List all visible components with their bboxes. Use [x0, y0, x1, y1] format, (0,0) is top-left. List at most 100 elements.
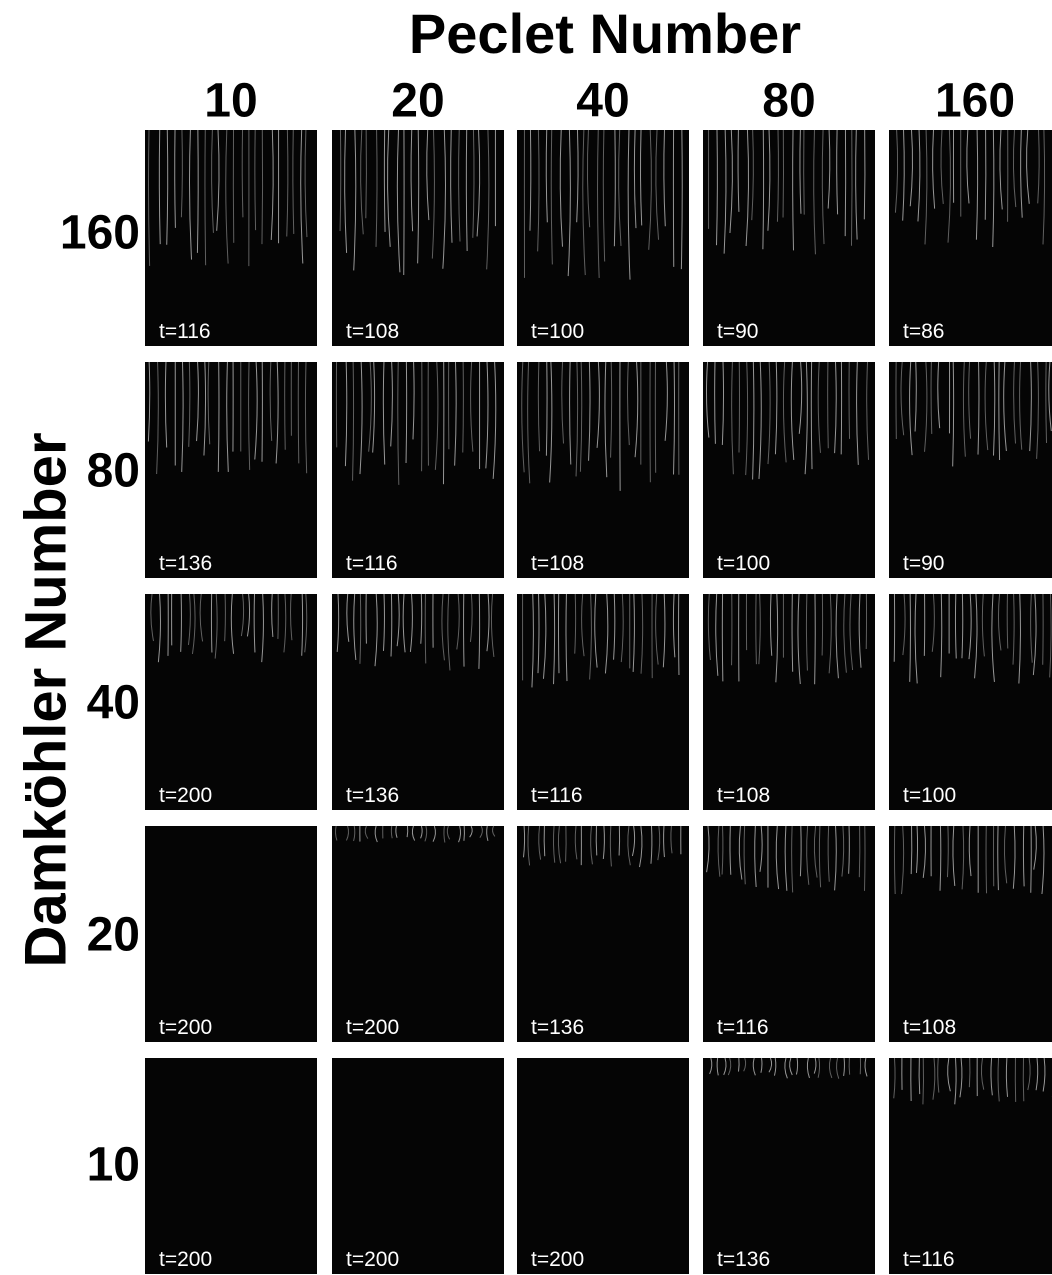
streak: [537, 361, 541, 452]
cell-label: t=136: [717, 1248, 770, 1271]
streak: [849, 593, 854, 671]
streak: [901, 825, 905, 895]
streak: [211, 129, 214, 233]
streak: [582, 129, 586, 276]
streak: [952, 825, 956, 887]
streak: [791, 593, 794, 672]
streak: [952, 361, 955, 467]
streak: [463, 825, 465, 841]
streak: [478, 593, 481, 669]
streak: [196, 361, 199, 442]
streak: [743, 825, 746, 885]
cell-label: t=116: [159, 320, 211, 343]
streak: [359, 593, 362, 664]
streak: [420, 825, 423, 839]
streak: [569, 361, 572, 465]
streak: [410, 129, 414, 232]
streak: [834, 361, 837, 454]
streak: [537, 129, 540, 252]
streak: [985, 825, 988, 894]
streak: [254, 129, 257, 231]
streak: [775, 593, 779, 683]
streak: [180, 129, 183, 218]
streak: [157, 593, 161, 663]
streak: [613, 593, 616, 660]
streak: [1003, 825, 1008, 884]
streak: [345, 825, 350, 841]
streak: [997, 593, 1002, 651]
streak: [375, 129, 378, 247]
streak: [731, 361, 734, 475]
streak: [1012, 593, 1015, 665]
streak: [998, 361, 1001, 461]
streak: [940, 593, 943, 678]
panel: t=200: [332, 825, 504, 1042]
streak: [680, 129, 683, 270]
streak: [910, 825, 913, 875]
streak: [962, 361, 966, 457]
cell-label: t=136: [346, 784, 399, 807]
streak: [799, 129, 802, 214]
streak: [721, 593, 724, 682]
streak: [411, 825, 416, 841]
streak: [813, 825, 818, 878]
streak: [383, 129, 386, 232]
streak: [745, 361, 749, 476]
streak: [275, 361, 279, 464]
streak: [639, 129, 643, 226]
panel: t=116: [517, 593, 689, 810]
top-title: Peclet Number: [409, 2, 801, 65]
streak: [828, 1057, 833, 1079]
streak: [924, 129, 928, 245]
streak: [841, 825, 845, 877]
streak: [980, 1057, 985, 1090]
streak: [396, 129, 401, 273]
streak: [490, 593, 495, 657]
cell-label: t=100: [903, 784, 956, 807]
streak: [977, 361, 980, 455]
streak: [574, 593, 577, 654]
streak: [947, 1057, 951, 1092]
cell-label: t=108: [346, 320, 399, 343]
panel: t=136: [517, 825, 689, 1042]
streak: [917, 129, 921, 222]
streak: [396, 593, 400, 647]
streak: [968, 361, 972, 439]
streak: [954, 1057, 957, 1105]
streak: [269, 361, 273, 441]
streak: [1022, 825, 1025, 887]
streak: [207, 361, 211, 445]
streak: [574, 825, 578, 860]
streak: [848, 825, 850, 874]
streak: [961, 825, 965, 890]
streak: [1026, 129, 1030, 204]
panel: t=100: [703, 361, 875, 578]
streak: [655, 129, 660, 240]
panel-image: [517, 826, 689, 1042]
streak: [292, 129, 295, 234]
streak: [214, 593, 218, 659]
streak: [717, 825, 721, 877]
streak: [990, 1057, 993, 1096]
streak: [246, 593, 251, 637]
streak: [999, 129, 1003, 210]
streak: [634, 361, 639, 458]
streak: [1041, 825, 1045, 895]
panel: t=200: [332, 1058, 504, 1274]
streak: [799, 825, 802, 877]
panel-image: [145, 362, 317, 578]
panel-image: [332, 362, 504, 578]
streak: [230, 593, 235, 654]
panel: t=136: [703, 1057, 875, 1274]
panel: t=108: [517, 361, 689, 578]
panel-image: [145, 130, 317, 346]
streak: [810, 361, 813, 470]
streak: [835, 593, 839, 679]
streak: [618, 129, 622, 246]
streak: [843, 1057, 845, 1077]
streak: [431, 129, 435, 259]
streak: [632, 593, 635, 672]
streak: [784, 825, 788, 891]
streak: [476, 129, 481, 237]
column-label: 160: [935, 75, 1015, 128]
